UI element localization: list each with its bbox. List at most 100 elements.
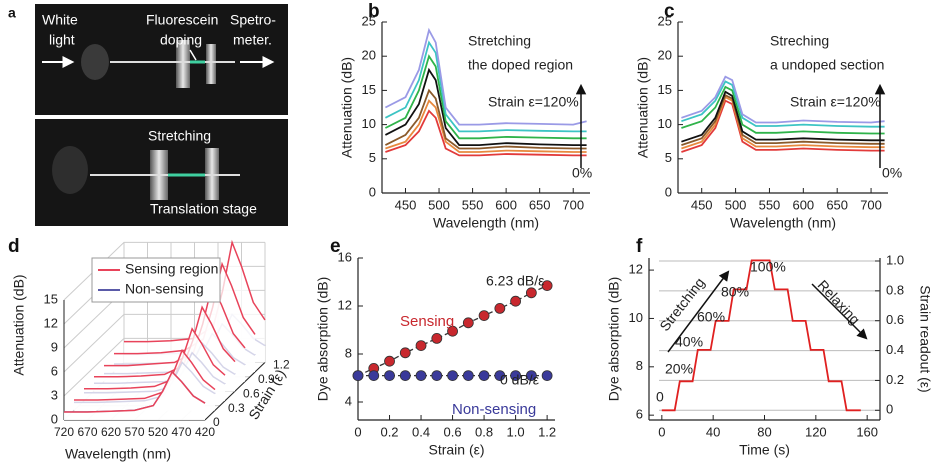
y2-tick-label: 0.4 — [886, 342, 904, 357]
pointer — [189, 49, 197, 61]
point — [415, 370, 427, 382]
x-tick-label: 500 — [725, 197, 747, 212]
y-tick-label: 0 — [369, 184, 376, 199]
y-axis-label: Attenuation (dB) — [635, 57, 651, 158]
series-line — [681, 80, 885, 128]
mount — [206, 44, 216, 84]
point — [399, 347, 411, 359]
y-tick-label: 10 — [629, 310, 643, 325]
x-tick-label: 0.8 — [475, 424, 493, 439]
photo-label: Translation stage — [150, 201, 257, 217]
annotation: 60% — [697, 309, 725, 325]
x-tick-label: 620 — [101, 425, 121, 439]
y-axis-label: Dye absorption (dB) — [315, 277, 331, 402]
photo-top — [35, 4, 288, 115]
series-line — [384, 54, 587, 140]
panel-label: c — [664, 1, 675, 22]
annotation: 80% — [721, 284, 749, 300]
series-line — [384, 40, 587, 133]
point — [368, 370, 380, 382]
arrow — [811, 283, 868, 340]
series-line — [384, 67, 587, 146]
z-tick-label: 6 — [51, 363, 58, 378]
point — [525, 370, 537, 382]
y-tick-label: 12 — [629, 262, 643, 277]
x-tick-label: 700 — [860, 197, 882, 212]
x-tick-label: 0 — [658, 424, 665, 439]
x-tick-label: 600 — [495, 197, 517, 212]
y-tick-label: 25 — [362, 13, 376, 28]
x-tick-label: 550 — [759, 197, 781, 212]
x-tick-label: 700 — [562, 197, 584, 212]
x-tick-label: 80 — [757, 424, 771, 439]
y-tick-label: 12 — [338, 297, 352, 312]
y2-tick-label: 0.6 — [886, 312, 904, 327]
y-tick-label: 0.9 — [258, 372, 275, 386]
photo-label: Stretching — [148, 128, 211, 144]
point — [415, 340, 427, 352]
point — [525, 287, 537, 299]
x-tick-label: 550 — [462, 197, 484, 212]
point — [494, 370, 506, 382]
annotation: 0% — [882, 165, 902, 181]
y-tick-label: 10 — [658, 116, 672, 131]
y-tick-label: 8 — [636, 358, 643, 373]
y2-tick-label: 0.8 — [886, 282, 904, 297]
y2-tick-label: 0 — [886, 402, 893, 417]
point — [541, 280, 553, 292]
annotation: Relaxing — [815, 277, 864, 328]
x-tick-label: 600 — [792, 197, 814, 212]
annotation: Strain ε=120% — [488, 94, 579, 110]
y-tick-label: 5 — [369, 150, 376, 165]
y-tick-label: 8 — [345, 345, 352, 360]
series-line — [681, 85, 885, 135]
x-tick-label: 1.0 — [507, 424, 525, 439]
x-tick-label: 720 — [54, 425, 74, 439]
x-tick-label: 520 — [148, 425, 168, 439]
panel-label: f — [636, 236, 643, 257]
fit-label: 0 dB/ε — [500, 372, 539, 388]
x-tick-label: 450 — [395, 197, 417, 212]
y-tick-label: 20 — [658, 48, 672, 63]
y-tick-label: 20 — [362, 48, 376, 63]
annotation: 40% — [675, 334, 703, 350]
x-tick-label: 650 — [529, 197, 551, 212]
z-tick-label: 0 — [51, 411, 58, 426]
y-axis-label: Attenuation (dB) — [339, 57, 355, 158]
photo-label: light — [49, 32, 75, 48]
series-label: Sensing — [400, 313, 454, 330]
mount — [176, 40, 190, 88]
point — [384, 355, 395, 367]
y-tick-label: 5 — [665, 150, 672, 165]
photo-label: meter. — [233, 32, 272, 48]
annotation: Stretching — [468, 33, 531, 49]
x-axis-label: Time (s) — [739, 442, 790, 458]
z-tick-label: 9 — [51, 339, 58, 354]
x-tick-label: 670 — [77, 425, 97, 439]
photo-label: White — [42, 12, 78, 28]
x-tick-label: 570 — [124, 425, 144, 439]
series-line — [681, 90, 885, 143]
photo-panel: a White light Fluorescein doping Spetro-… — [8, 4, 288, 226]
point — [478, 370, 490, 382]
y-tick-label: 15 — [362, 82, 376, 97]
photo-label: doping — [160, 32, 202, 48]
point — [399, 370, 411, 382]
x-tick-label: 650 — [826, 197, 848, 212]
x-tick-label: 420 — [195, 425, 215, 439]
y-tick-label: 25 — [658, 13, 672, 28]
photo-label: Spetro- — [230, 12, 276, 28]
y-tick-label: 0 — [665, 184, 672, 199]
point — [462, 370, 474, 382]
x-axis-label: Wavelength (nm) — [730, 215, 836, 231]
series-line — [385, 109, 587, 157]
y2-axis-label: Strain readout (ε) — [917, 285, 933, 392]
z-axis-label: Attenuation (dB) — [11, 274, 27, 375]
y-tick-label: 4 — [345, 393, 352, 408]
point — [510, 370, 521, 382]
series-line — [681, 93, 885, 146]
x-axis-label: Wavelength (nm) — [433, 215, 539, 231]
point — [494, 302, 506, 314]
annotation: a undoped section — [770, 57, 884, 73]
series-line — [64, 370, 206, 413]
